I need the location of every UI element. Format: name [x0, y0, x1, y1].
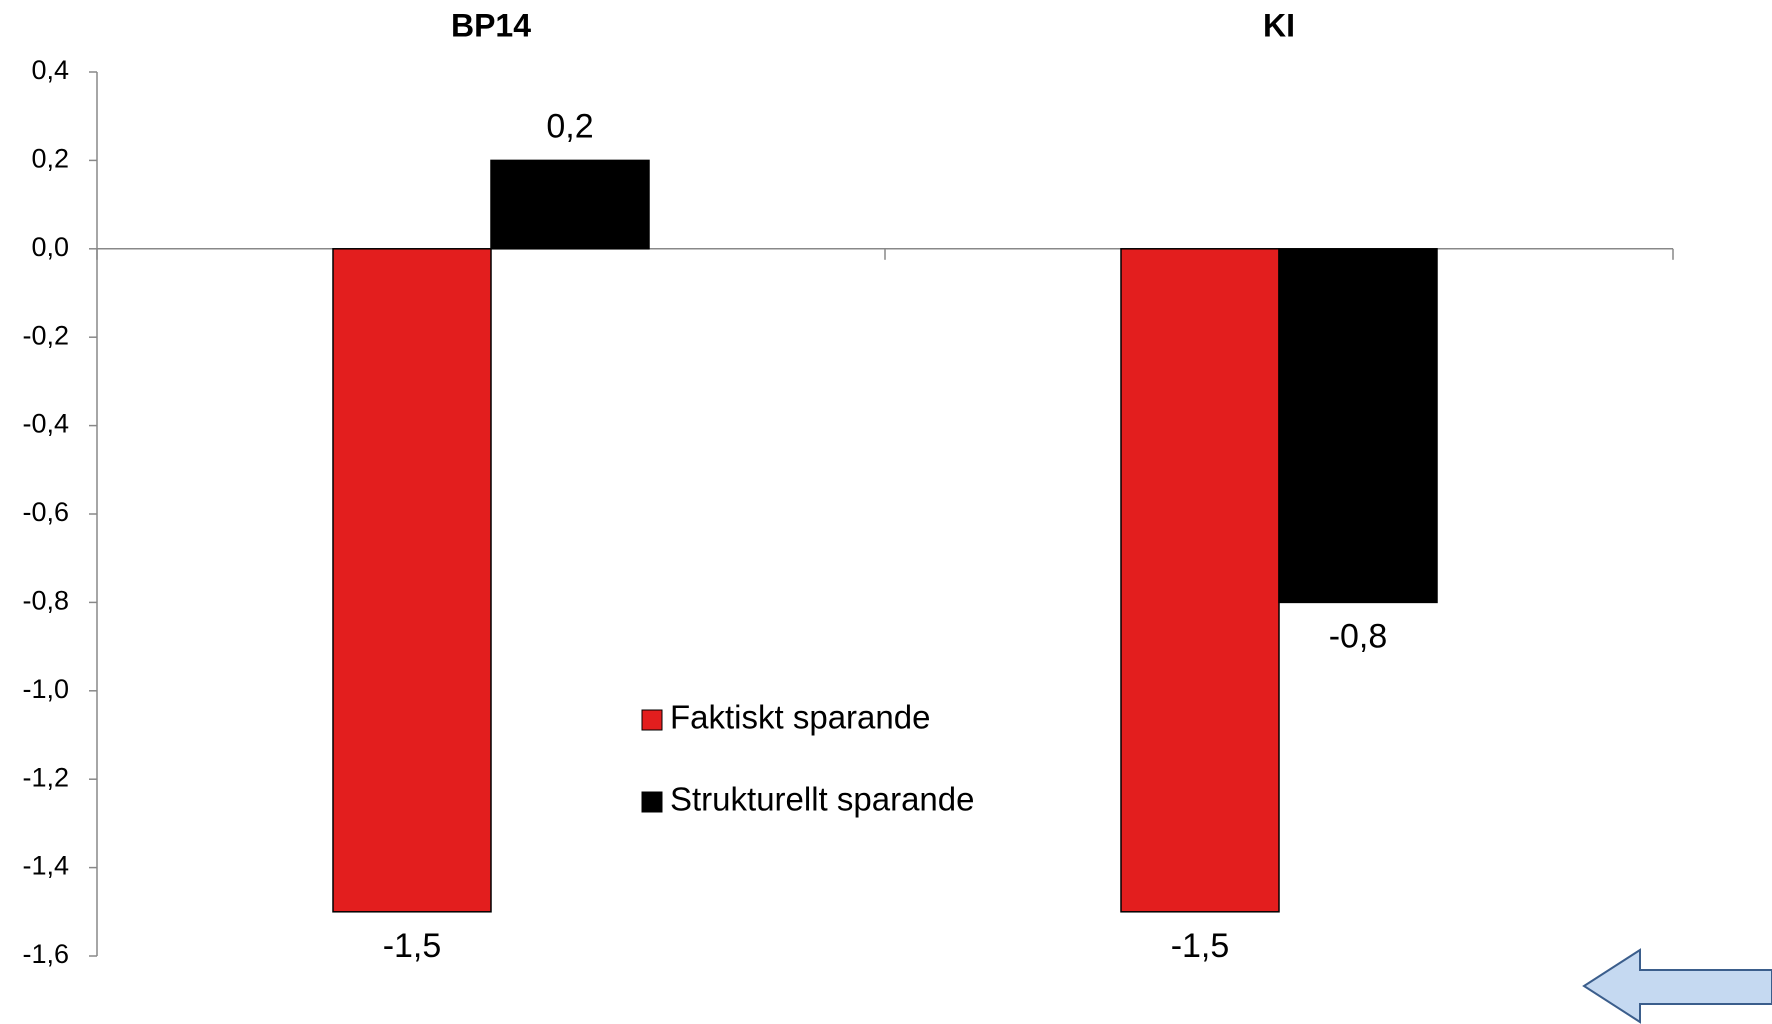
- y-tick-label: -0,4: [22, 409, 69, 439]
- bar: [490, 159, 650, 250]
- y-tick-label: -0,6: [22, 497, 69, 527]
- value-label: -0,8: [1329, 617, 1388, 655]
- category-title: BP14: [451, 7, 531, 43]
- y-tick-label: -1,6: [22, 939, 69, 969]
- y-tick-label: 0,0: [31, 232, 69, 262]
- arrow-decoration: [1582, 948, 1772, 1024]
- legend-marker: [641, 791, 663, 813]
- legend-label: Faktiskt sparande: [670, 699, 930, 736]
- legend-label: Strukturellt sparande: [670, 781, 975, 818]
- y-tick-label: -1,0: [22, 674, 69, 704]
- y-tick-label: -0,2: [22, 320, 69, 350]
- value-label: -1,5: [1171, 927, 1230, 965]
- y-tick-label: -1,2: [22, 762, 69, 792]
- y-tick-label: -0,8: [22, 586, 69, 616]
- y-tick-label: -1,4: [22, 851, 69, 881]
- value-label: -1,5: [383, 927, 442, 965]
- category-title: KI: [1263, 7, 1295, 43]
- legend-marker: [641, 709, 663, 731]
- bar: [332, 248, 492, 913]
- bar: [1120, 248, 1280, 913]
- bar: [1278, 248, 1438, 604]
- value-label: 0,2: [546, 107, 593, 145]
- y-tick-label: 0,2: [31, 144, 69, 174]
- y-tick-label: 0,4: [31, 55, 69, 85]
